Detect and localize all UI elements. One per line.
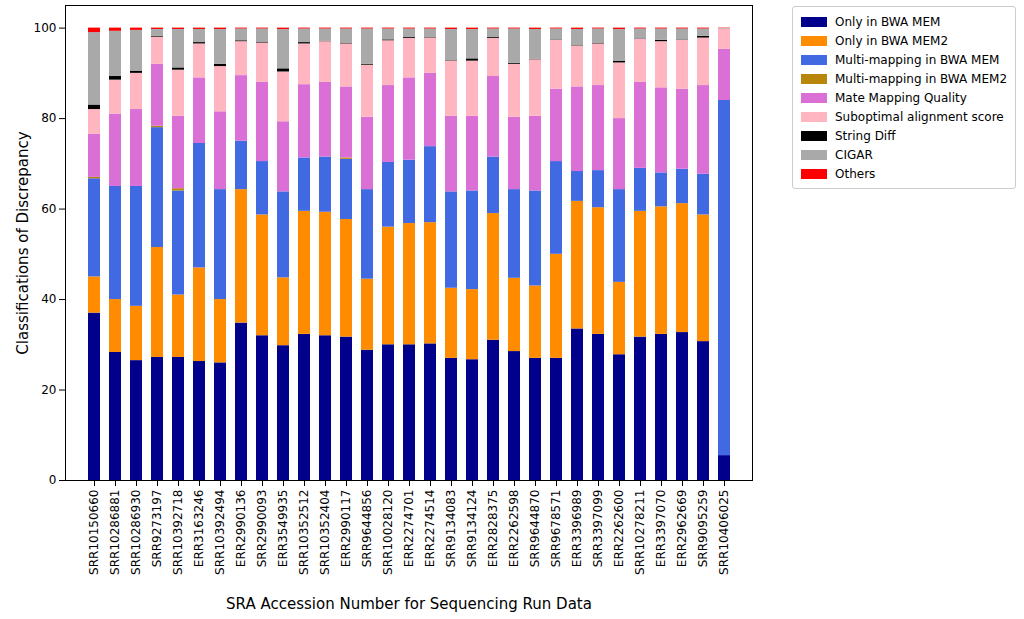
svg-text:SRR10286930: SRR10286930 [129,490,143,575]
html-text:Multi-mapping in BWA MEM2: Multi-mapping in BWA MEM2 [835,71,1007,86]
html-text:String Diff: String Diff [835,128,896,143]
svg-text:Classifications of Discrepancy: Classifications of Discrepancy [14,131,32,354]
svg-text:SRR10392494: SRR10392494 [213,490,227,575]
svg-text:ERR3163246: ERR3163246 [192,490,206,568]
svg-text:SRR10392718: SRR10392718 [171,490,185,575]
svg-text:SRR10406025: SRR10406025 [717,490,731,575]
svg-text:SRR9134083: SRR9134083 [444,490,458,568]
svg-text:SRR9644870: SRR9644870 [528,490,542,568]
html-text:Multi-mapping in BWA MEM: Multi-mapping in BWA MEM [835,52,1000,67]
html-text:CIGAR: CIGAR [835,147,873,162]
svg-text:ERR3396989: ERR3396989 [570,490,584,568]
svg-text:ERR3549935: ERR3549935 [276,490,290,568]
svg-text:0: 0 [49,473,57,487]
svg-text:ERR2990117: ERR2990117 [339,490,353,568]
svg-text:20: 20 [41,383,56,397]
html-text:Suboptimal alignment score: Suboptimal alignment score [835,109,1004,124]
svg-text:ERR2828375: ERR2828375 [486,490,500,568]
svg-text:SRR10286881: SRR10286881 [108,490,122,575]
svg-text:40: 40 [41,292,56,306]
svg-text:SRR9644856: SRR9644856 [360,490,374,568]
svg-text:60: 60 [41,202,56,216]
svg-text:SRR10278211: SRR10278211 [633,490,647,575]
svg-text:ERR2274514: ERR2274514 [423,490,437,568]
svg-text:SRR3397099: SRR3397099 [591,490,605,568]
svg-text:SRA Accession Number for Seque: SRA Accession Number for Sequencing Run … [226,595,592,613]
svg-text:ERR2274701: ERR2274701 [402,490,416,568]
svg-text:ERR2990136: ERR2990136 [234,490,248,568]
html-text:Others: Others [835,166,876,181]
svg-text:SRR10352512: SRR10352512 [297,490,311,575]
svg-text:SRR9678571: SRR9678571 [549,490,563,568]
svg-text:80: 80 [41,111,56,125]
svg-text:ERR2262600: ERR2262600 [612,490,626,568]
html-text:Only in BWA MEM2: Only in BWA MEM2 [835,33,948,48]
svg-text:SRR10150660: SRR10150660 [87,490,101,575]
svg-text:SRR2990093: SRR2990093 [255,490,269,568]
html-text:Mate Mapping Quality: Mate Mapping Quality [835,90,967,105]
html-text:Only in BWA MEM: Only in BWA MEM [835,14,941,29]
svg-text:SRR10352404: SRR10352404 [318,490,332,575]
svg-text:SRR9273197: SRR9273197 [150,490,164,568]
svg-text:ERR2262598: ERR2262598 [507,490,521,568]
svg-text:SRR9134124: SRR9134124 [465,490,479,568]
svg-text:100: 100 [34,21,57,35]
svg-text:ERR2962669: ERR2962669 [675,490,689,568]
svg-text:ERR3397070: ERR3397070 [654,490,668,568]
svg-text:SRR10028120: SRR10028120 [381,490,395,575]
svg-text:SRR9095259: SRR9095259 [696,490,710,568]
